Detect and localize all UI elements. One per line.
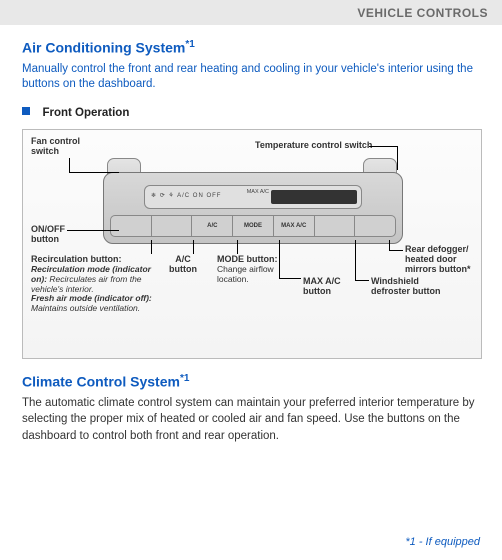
section2-title: Climate Control System*1 (22, 373, 480, 390)
footnote: *1 - If equipped (405, 536, 480, 548)
line (355, 240, 356, 280)
section1-intro: Manually control the front and rear heat… (22, 62, 480, 93)
figure: ❄ ⟳ ⚘ A/C ON OFF MAX A/C A/C MODE MAX A/… (22, 129, 482, 359)
lbl-recirc-title: Recirculation button: (31, 254, 122, 264)
lbl-mode-title: MODE button: (217, 254, 277, 264)
subheader: Front Operation (22, 103, 480, 121)
btn-mode: MODE (233, 216, 274, 236)
btn-wind (315, 216, 356, 236)
section1-sup: *1 (185, 39, 194, 50)
line (355, 280, 369, 281)
section2-intro: The automatic climate control system can… (22, 395, 480, 443)
line (151, 240, 152, 254)
display-label: MAX A/C (247, 189, 269, 195)
lbl-recirc: Recirculation button: Recirculation mode… (31, 254, 163, 314)
section2-sup: *1 (180, 373, 189, 384)
btn-maxac: MAX A/C (274, 216, 315, 236)
page-body: Air Conditioning System*1 Manually contr… (0, 25, 502, 444)
btn-onoff (111, 216, 152, 236)
lbl-recirc-desc: Recirculation mode (indicator on): Recir… (31, 265, 163, 314)
line (237, 240, 238, 254)
lbl-mode-desc: Change airflow location. (217, 265, 295, 285)
section1-title-text: Air Conditioning System (22, 40, 185, 56)
button-row: A/C MODE MAX A/C (110, 215, 396, 237)
section2-title-text: Climate Control System (22, 373, 180, 389)
subheader-text: Front Operation (42, 107, 129, 119)
display-strip: ❄ ⟳ ⚘ A/C ON OFF MAX A/C (144, 185, 362, 209)
lbl-onoff: ON/OFF button (31, 224, 65, 245)
line (279, 278, 301, 279)
line (67, 230, 119, 231)
line (397, 146, 398, 170)
btn-ac: A/C (192, 216, 233, 236)
display-lcd (271, 190, 357, 204)
page-header: VEHICLE CONTROLS (0, 0, 502, 25)
lbl-temp: Temperature control switch (255, 140, 372, 150)
lbl-maxac: MAX A/C button (303, 276, 341, 297)
btn-rear (355, 216, 395, 236)
lbl-fan: Fan control switch (31, 136, 80, 157)
control-panel: ❄ ⟳ ⚘ A/C ON OFF MAX A/C A/C MODE MAX A/… (103, 172, 403, 244)
btn-recirc (152, 216, 193, 236)
lbl-ac: A/C button (169, 254, 197, 275)
line (279, 240, 280, 278)
display-icons: ❄ ⟳ ⚘ A/C ON OFF (151, 192, 221, 199)
bullet-square (22, 107, 30, 115)
line (69, 158, 70, 172)
line (369, 146, 397, 147)
lbl-rear: Rear defogger/ heated door mirrors butto… (405, 244, 471, 275)
lbl-mode: MODE button: Change airflow location. (217, 254, 295, 285)
line (69, 172, 119, 173)
line (193, 240, 194, 254)
section1-title: Air Conditioning System*1 (22, 39, 480, 56)
lbl-wind: Windshield defroster button (371, 276, 441, 297)
line (389, 250, 403, 251)
line (389, 240, 390, 250)
